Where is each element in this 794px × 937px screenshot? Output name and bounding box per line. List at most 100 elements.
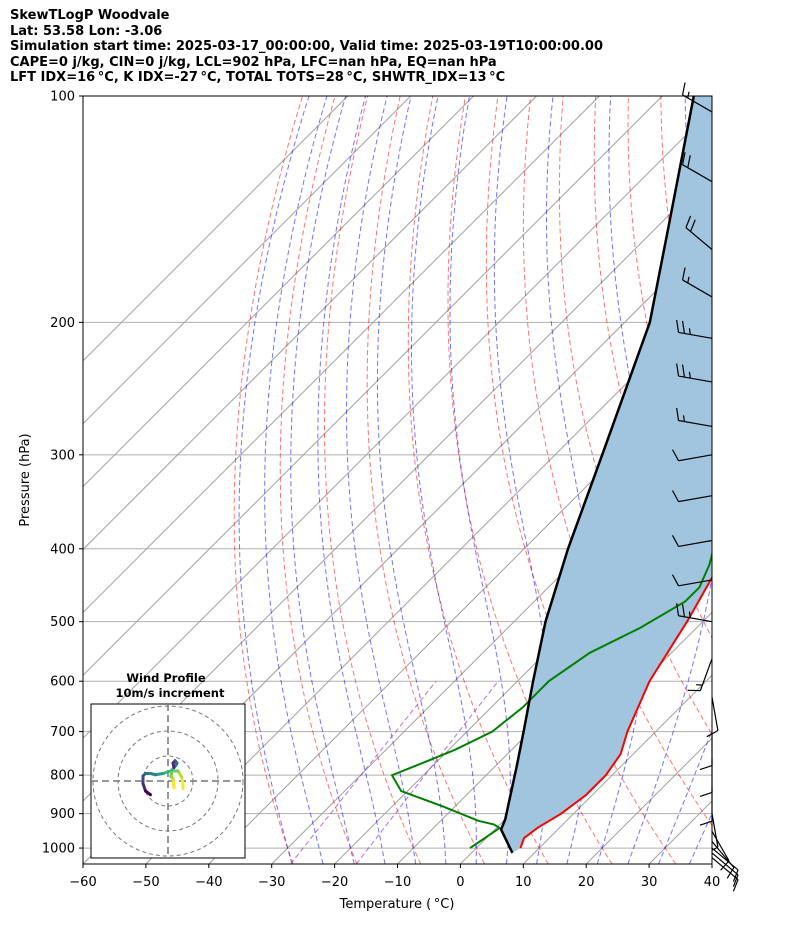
x-tick-label: 30 <box>641 875 658 890</box>
wind-barb-staff <box>678 579 713 587</box>
x-tick-label: 40 <box>704 875 721 890</box>
wind-barb <box>676 603 713 623</box>
wind-barb <box>681 152 713 183</box>
wind-barb <box>671 574 713 587</box>
isotherm-line <box>83 96 663 677</box>
stability-params: CAPE=0 j/kg, CIN=0 j/kg, LCL=902 hPa, LF… <box>10 54 497 70</box>
wind-barb <box>676 407 713 427</box>
hodograph-subtitle: 10m/s increment <box>116 686 225 700</box>
wind-barb-flag <box>699 791 713 797</box>
chart-title: SkewTLogP Woodvale <box>10 8 170 23</box>
wind-barb <box>676 319 713 339</box>
hodograph-inset: Wind Profile 10m/s increment <box>90 671 246 859</box>
wind-barb-flag <box>699 820 713 826</box>
wind-barb-flag <box>681 82 686 96</box>
wind-barb-flag <box>732 874 739 887</box>
x-axis-ticks: −60 −50 −40 −30 −20 −10 0 10 20 30 40 <box>69 864 720 890</box>
wind-barb-flag <box>689 219 696 232</box>
wind-barb-staff <box>711 847 739 871</box>
station-coordinates: Lat: 53.58 Lon: -3.06 <box>10 23 163 39</box>
wind-barb <box>699 758 713 797</box>
dry-adiabat-line <box>366 96 485 864</box>
wind-barb-staff <box>711 831 730 862</box>
isotherm-line <box>145 297 712 864</box>
wind-barb-flag <box>720 860 730 871</box>
wind-barb <box>685 215 713 250</box>
moist-adiabat-line <box>376 96 447 864</box>
dry-adiabat-line <box>558 96 712 736</box>
dry-adiabat-line <box>324 96 422 864</box>
x-tick-label: 10 <box>515 875 532 890</box>
isotherm-line <box>83 96 537 551</box>
temperature-line <box>519 575 712 849</box>
moist-adiabat-line <box>264 96 328 864</box>
wind-barb-staff <box>678 454 713 462</box>
wind-barb-flag <box>676 363 680 377</box>
wind-barb-staff <box>711 852 739 876</box>
y-tick-label: 700 <box>50 725 75 740</box>
x-axis-label: Temperature ( °C) <box>339 897 455 912</box>
y-tick-label: 500 <box>50 615 75 630</box>
isotherm-line <box>334 485 712 864</box>
dry-adiabat-line <box>522 96 712 827</box>
wind-barb-flag <box>681 364 686 378</box>
wind-barb-staff <box>711 857 739 881</box>
x-tick-label: −40 <box>195 875 222 890</box>
profile-lines <box>390 96 712 854</box>
wind-barb-half-flag <box>688 328 691 335</box>
moist-adiabat-line <box>658 729 712 864</box>
wind-barb-flag <box>681 320 686 334</box>
moist-adiabat-line <box>317 96 386 864</box>
x-tick-label: −10 <box>384 875 411 890</box>
wind-barb-staff <box>711 697 719 731</box>
wind-barb-flag <box>687 155 691 168</box>
stability-indices: LFT IDX=16 °C, K IDX=-27 °C, TOTAL TOTS=… <box>10 70 506 85</box>
wind-barb <box>671 449 713 462</box>
wind-barb <box>671 490 713 503</box>
y-tick-label: 300 <box>50 448 75 463</box>
mixing-ratio-line <box>355 680 499 864</box>
isotherm-line <box>711 863 712 864</box>
isotherm-line <box>83 96 412 425</box>
wind-barb <box>711 847 739 882</box>
dry-adiabat-line <box>279 96 358 864</box>
moist-adiabat-line <box>411 96 477 864</box>
wind-barb-staff <box>699 658 713 691</box>
y-tick-label: 200 <box>50 316 75 331</box>
wind-barb <box>711 857 739 892</box>
wind-barb-flag <box>671 574 680 587</box>
moist-adiabat-line <box>752 96 794 864</box>
y-tick-label: 400 <box>50 542 75 557</box>
chart-header: SkewTLogP Woodvale Lat: 53.58 Lon: -3.06… <box>10 8 603 86</box>
wind-barb-flag <box>671 535 680 547</box>
isotherm-line <box>522 674 712 864</box>
dewpoint-line <box>390 550 712 849</box>
wind-barb-flag <box>676 603 680 616</box>
y-tick-label: 100 <box>50 90 75 105</box>
wind-barb-half-flag <box>687 91 690 99</box>
wind-barb-flag <box>676 319 680 333</box>
wind-barb-staff <box>711 813 719 848</box>
cape-fill <box>501 96 712 853</box>
hodograph-title: Wind Profile <box>126 671 206 685</box>
x-tick-label: 0 <box>456 875 464 890</box>
isotherm-line <box>83 108 712 739</box>
wind-barb <box>681 267 713 298</box>
mixing-ratio-line <box>290 680 437 864</box>
wind-barb-flag <box>685 215 692 228</box>
moist-adiabat-line <box>346 96 417 864</box>
isotherm-line <box>83 96 349 362</box>
moist-adiabat-line <box>238 96 310 864</box>
wind-barb <box>699 731 713 771</box>
x-tick-label: −20 <box>321 875 348 890</box>
wind-barb-staff <box>678 539 713 548</box>
y-tick-label: 900 <box>50 807 75 822</box>
wind-barb <box>711 852 739 887</box>
cin-shaded-area <box>501 96 712 853</box>
wind-barb <box>676 363 713 383</box>
moist-adiabat-line <box>290 96 355 864</box>
isotherm-line <box>83 96 474 488</box>
dry-adiabat-line <box>726 96 794 864</box>
dry-adiabat-line <box>447 96 613 864</box>
